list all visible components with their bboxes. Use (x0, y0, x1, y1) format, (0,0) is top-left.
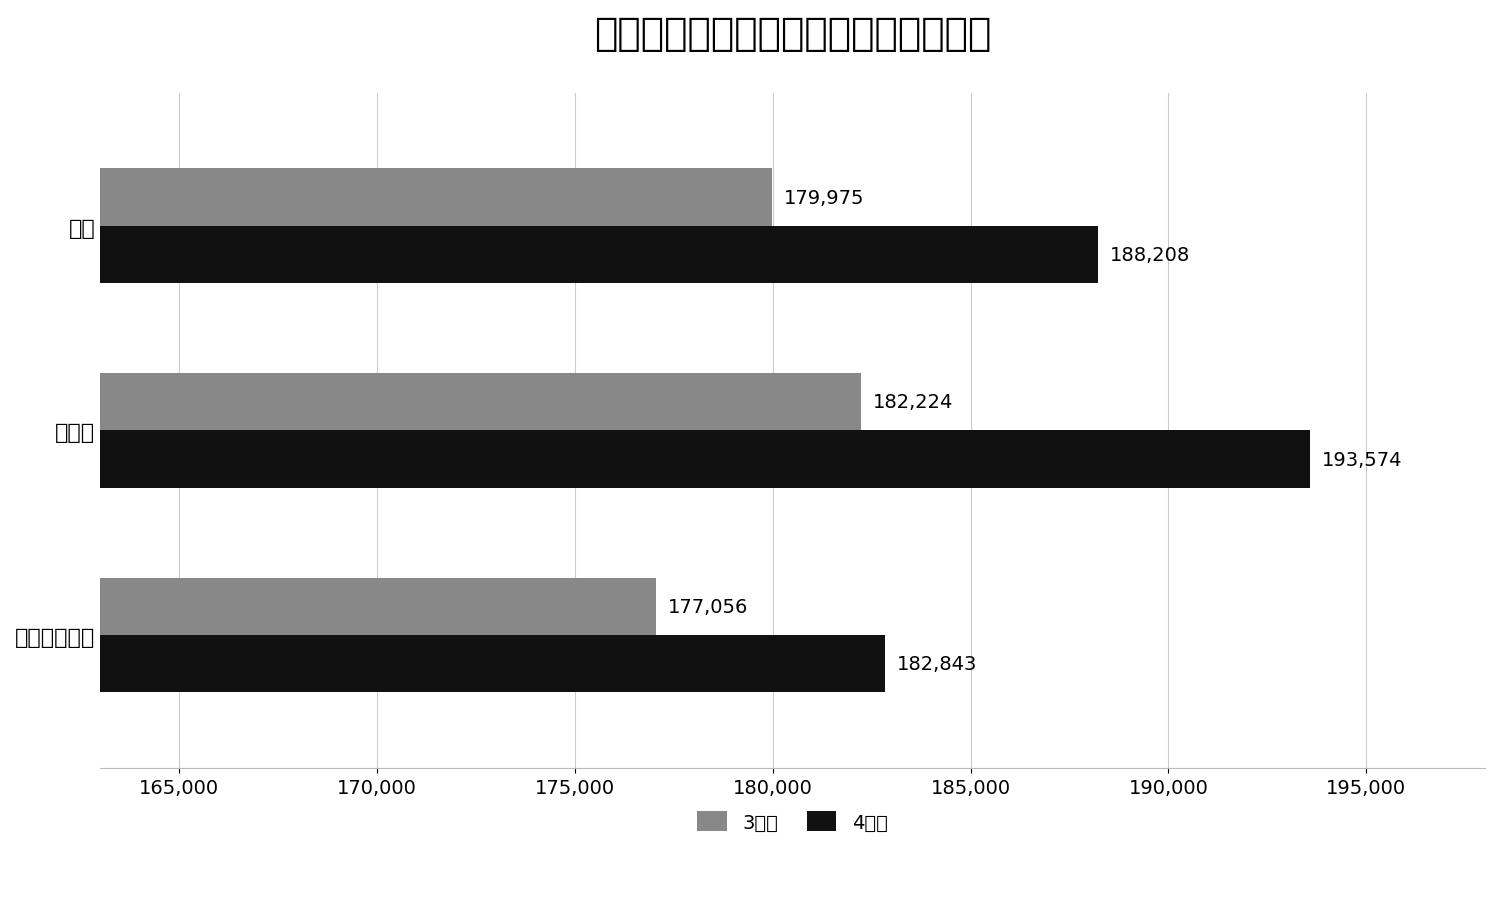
Text: 182,224: 182,224 (873, 392, 952, 411)
Text: 182,843: 182,843 (897, 655, 978, 674)
Legend: 3年度, 4年度: 3年度, 4年度 (690, 804, 896, 840)
Bar (0, 578, 657, 635)
Text: 177,056: 177,056 (668, 597, 748, 616)
Bar (0, 226, 1098, 283)
Text: 179,975: 179,975 (783, 189, 864, 207)
Title: 保育士・保育教諭の平均初任給（円）: 保育士・保育教諭の平均初任給（円） (594, 15, 992, 53)
Bar (0, 635, 885, 693)
Text: 193,574: 193,574 (1322, 450, 1402, 469)
Text: 188,208: 188,208 (1110, 245, 1190, 264)
Bar (0, 431, 1310, 488)
Bar (0, 170, 772, 226)
Bar (0, 373, 861, 431)
